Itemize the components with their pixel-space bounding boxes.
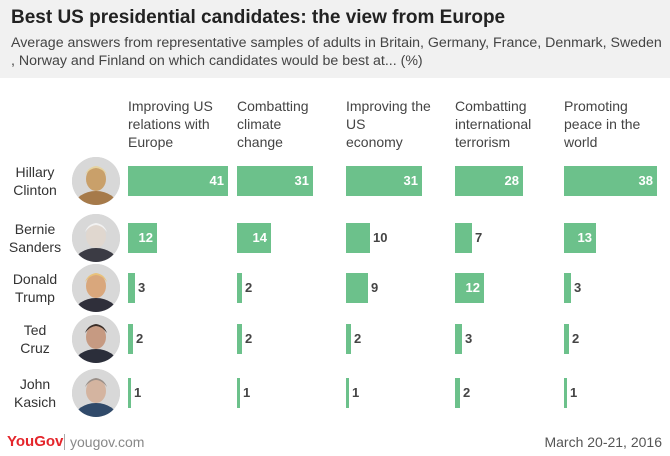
data-label: 7 [475,230,483,245]
yougov-logo[interactable]: YouGov [7,433,64,450]
candidate-label-line: Sanders [8,239,62,255]
candidate-photo [72,264,120,312]
data-label: 12 [465,280,480,295]
data-label: 2 [136,331,144,346]
bar [346,223,370,253]
column-header-line: change [237,134,283,150]
bar [237,378,240,408]
data-label: 41 [209,173,224,188]
data-label: 3 [574,280,582,295]
candidate-label-line: Cruz [20,340,50,356]
data-label: 2 [245,331,253,346]
candidate-photo [72,369,120,417]
data-label: 2 [354,331,362,346]
bar [128,378,131,408]
candidate-photo [72,214,120,262]
data-label: 3 [465,331,473,346]
candidate-label: Ted Cruz [2,321,68,357]
data-label: 2 [245,280,253,295]
data-label: 12 [138,230,153,245]
candidate-photo [72,315,120,363]
chart-subtitle: Average answers from representative samp… [11,35,662,69]
candidate-label-line: Ted [23,322,47,338]
bar [128,166,228,196]
candidate-label-line: John [19,376,51,392]
column-header-line: Improving the [346,98,431,114]
bar [455,324,462,354]
data-label: 31 [294,173,309,188]
candidate-label-line: Hillary [15,164,55,180]
column-header-line: Combatting [237,98,309,114]
footer-divider [64,434,65,450]
bar [455,378,460,408]
candidate-photo [72,157,120,205]
column-header-line: climate [237,116,282,132]
column-header: Improving the US economy [346,97,450,151]
candidate-label: Donald Trump [2,270,68,306]
bar [346,166,422,196]
bar [128,324,133,354]
column-header-line: terrorism [455,134,511,150]
candidate-label-line: Trump [15,289,55,305]
candidate-label-line: Bernie [14,221,56,237]
chart-header: Best US presidential candidates: the vie… [0,0,670,78]
bar [346,324,351,354]
data-label: 10 [373,230,388,245]
column-header: Improving US relations with Europe [128,97,232,151]
candidate-label-line: Kasich [13,394,57,410]
footer-site-link[interactable]: yougov.com [70,434,145,450]
data-label: 9 [371,280,379,295]
bar [564,324,569,354]
data-label: 38 [638,173,653,188]
candidate-label-line: Clinton [13,182,57,198]
data-label: 28 [504,173,519,188]
column-header-line: Europe [128,134,174,150]
candidate-label: Bernie Sanders [2,220,68,256]
footer-date: March 20-21, 2016 [544,434,662,450]
column-header: Combatting international terrorism [455,97,559,151]
column-header-line: Improving US [128,98,213,114]
bar [237,273,242,303]
candidate-label-line: Donald [12,271,58,287]
data-label: 1 [134,385,142,400]
bar [564,223,596,253]
bar [128,273,135,303]
bar [455,223,472,253]
column-header-line: economy [346,134,403,150]
data-label: 13 [577,230,592,245]
bar [564,166,657,196]
data-label: 2 [572,331,580,346]
chart-title: Best US presidential candidates: the vie… [11,7,506,28]
bar [128,223,157,253]
column-header-line: Promoting [564,98,628,114]
data-label: 31 [403,173,418,188]
bar [455,166,523,196]
column-header-line: relations with [128,116,210,132]
bar [564,273,571,303]
column-header-line: international [455,116,532,132]
column-header-line: Combatting [455,98,527,114]
data-label: 1 [243,385,251,400]
bar [564,378,567,408]
column-header: Combatting climate change [237,97,341,151]
bar [346,378,349,408]
bar [346,273,368,303]
bar [237,324,242,354]
bar [237,166,313,196]
column-header-line: world [564,134,598,150]
column-header-line: peace in the [564,116,641,132]
candidate-label: John Kasich [2,375,68,411]
bar [237,223,271,253]
column-header-line: US [346,116,366,132]
data-label: 14 [252,230,267,245]
bar [455,273,484,303]
data-label: 3 [138,280,146,295]
data-label: 1 [570,385,578,400]
column-header: Promoting peace in the world [564,97,668,151]
data-label: 1 [352,385,360,400]
data-label: 2 [463,385,471,400]
candidate-label: Hillary Clinton [2,163,68,199]
